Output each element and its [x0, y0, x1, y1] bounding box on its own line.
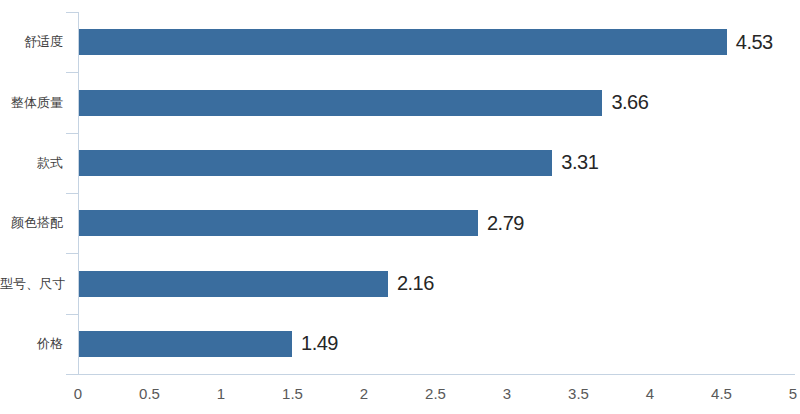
y-axis-tick [66, 133, 78, 134]
value-label: 3.31 [561, 151, 598, 174]
category-label: 型号、尺寸 [0, 275, 63, 293]
x-tick-label: 5 [769, 385, 800, 403]
y-axis-tick [66, 12, 78, 13]
category-label: 颜色搭配 [0, 214, 63, 232]
x-tick-label: 3 [483, 385, 531, 403]
category-label: 整体质量 [0, 94, 63, 112]
y-axis-tick [66, 314, 78, 315]
bar [79, 29, 727, 55]
x-tick-label: 2 [340, 385, 388, 403]
value-label: 3.66 [611, 91, 648, 114]
y-axis-line [78, 12, 79, 374]
x-tick-label: 4.5 [698, 385, 746, 403]
bar [79, 90, 602, 116]
category-label: 舒适度 [0, 33, 63, 51]
bar [79, 150, 552, 176]
x-tick-label: 0 [54, 385, 102, 403]
category-label: 款式 [0, 154, 63, 172]
category-label: 价格 [0, 335, 63, 353]
x-axis-line [66, 374, 795, 375]
y-axis-tick [66, 253, 78, 254]
x-tick-label: 0.5 [126, 385, 174, 403]
value-label: 1.49 [301, 332, 338, 355]
bar-chart: 舒适度整体质量款式颜色搭配型号、尺寸价格 4.533.663.312.792.1… [0, 0, 800, 414]
y-axis-tick [66, 374, 78, 375]
value-label: 4.53 [736, 31, 773, 54]
x-tick-label: 1 [197, 385, 245, 403]
bar [79, 331, 292, 357]
x-tick-label: 1.5 [269, 385, 317, 403]
x-tick-label: 4 [626, 385, 674, 403]
x-tick-label: 3.5 [555, 385, 603, 403]
bar [79, 271, 388, 297]
value-label: 2.79 [487, 212, 524, 235]
x-tick-label: 2.5 [412, 385, 460, 403]
y-axis-tick [66, 72, 78, 73]
value-label: 2.16 [397, 272, 434, 295]
bar [79, 210, 478, 236]
y-axis-tick [66, 193, 78, 194]
